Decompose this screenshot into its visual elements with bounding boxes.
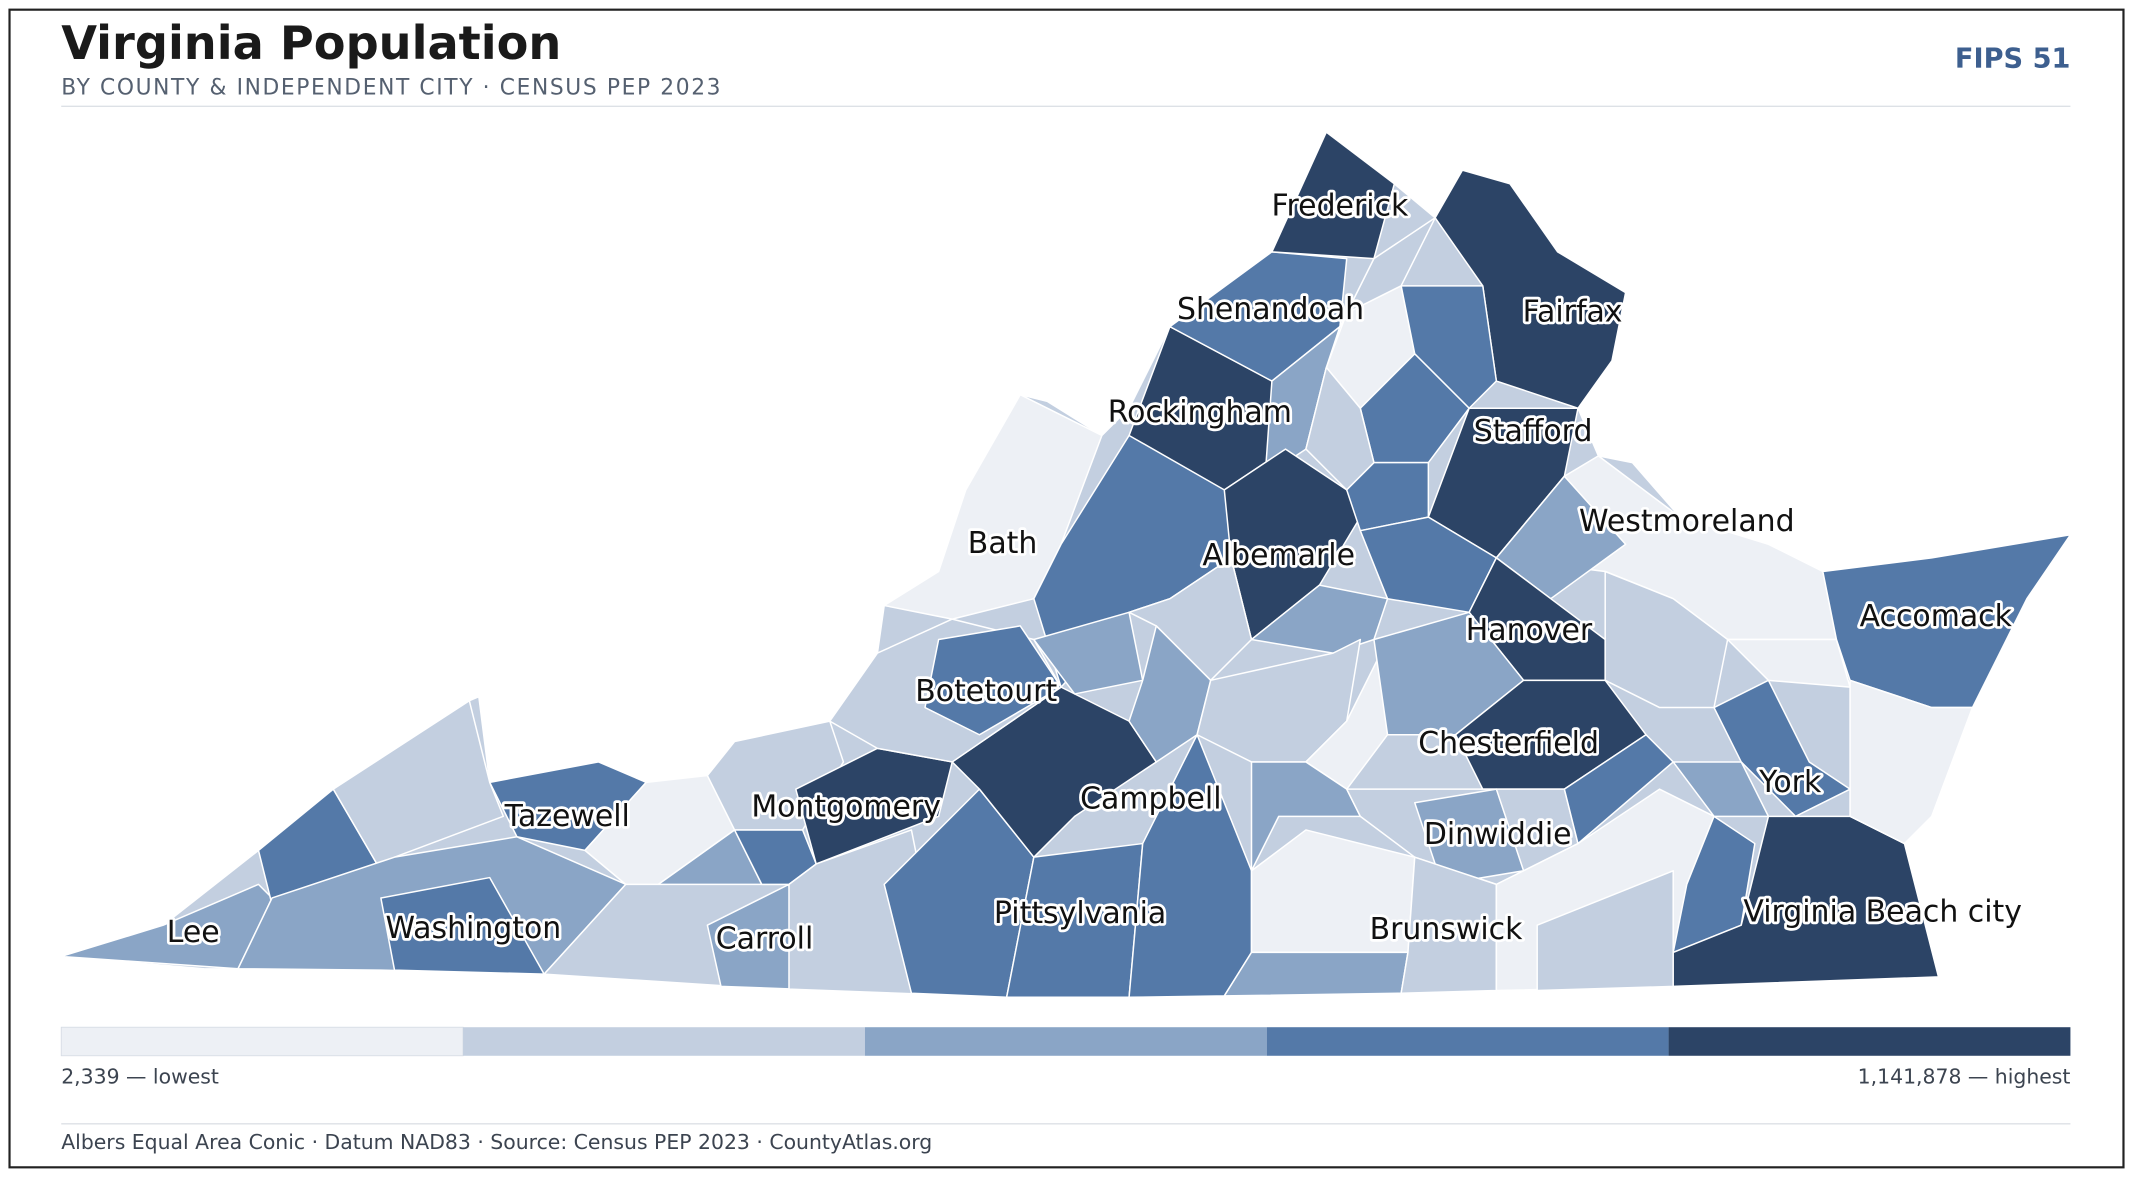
county-label: Hanover <box>1466 613 1593 648</box>
legend-swatch <box>463 1027 865 1056</box>
county-label: Lee <box>167 915 220 950</box>
legend-swatch <box>60 1026 464 1057</box>
county-label: Accomack <box>1860 599 2013 634</box>
county-label: Stafford <box>1474 414 1593 449</box>
county-label: Pittsylvania <box>994 896 1166 931</box>
county-map <box>60 131 2072 999</box>
county <box>795 747 953 865</box>
county-label: Rockingham <box>1108 395 1292 430</box>
county-label: Dinwiddie <box>1424 817 1572 852</box>
county-label: Campbell <box>1080 782 1221 817</box>
county <box>1305 366 1375 491</box>
county-label: Montgomery <box>751 790 941 825</box>
county-label: Bath <box>968 526 1038 561</box>
county <box>883 393 1103 620</box>
county-label: Shenandoah <box>1177 292 1364 327</box>
county <box>1849 679 1974 845</box>
county-label: Washington <box>386 911 562 946</box>
county <box>60 883 273 970</box>
county-labels: Frederick Shenandoah Fairfax Rockingham … <box>164 186 2025 960</box>
legend-swatch <box>1668 1027 2071 1056</box>
county <box>1345 461 1430 532</box>
legend: 2,339 — lowest 1,141,878 — highest <box>60 1026 2071 1089</box>
county <box>951 686 1158 858</box>
county-label: Chesterfield <box>1418 726 1599 761</box>
footer: Albers Equal Area Conic · Datum NAD83 · … <box>61 1130 932 1154</box>
legend-swatch <box>1266 1027 1669 1056</box>
county-label: Brunswick <box>1370 912 1524 947</box>
county-label: Virginia Beach city <box>1743 894 2022 929</box>
county-label: Frederick <box>1272 188 1409 223</box>
county-label: York <box>1758 765 1822 800</box>
fips-badge: FIPS 51 <box>1955 44 2071 75</box>
county-label: Botetourt <box>915 674 1057 709</box>
county-label: Westmoreland <box>1579 504 1795 539</box>
legend-low: 2,339 — lowest <box>61 1065 219 1089</box>
county-label: Albemarle <box>1202 538 1355 573</box>
title: Virginia Population <box>61 16 561 70</box>
legend-high: 1,141,878 — highest <box>1858 1065 2071 1089</box>
county <box>924 625 1062 736</box>
county <box>1672 815 1756 954</box>
county <box>1271 131 1396 260</box>
county-label: Tazewell <box>504 799 630 834</box>
subtitle: BY COUNTY & INDEPENDENT CITY · CENSUS PE… <box>61 76 722 101</box>
legend-swatch <box>864 1027 1267 1056</box>
county-label: Fairfax <box>1523 295 1623 330</box>
county <box>1250 584 1389 654</box>
county <box>1223 951 1409 997</box>
county <box>1169 251 1348 382</box>
county-label: Carroll <box>716 922 814 957</box>
